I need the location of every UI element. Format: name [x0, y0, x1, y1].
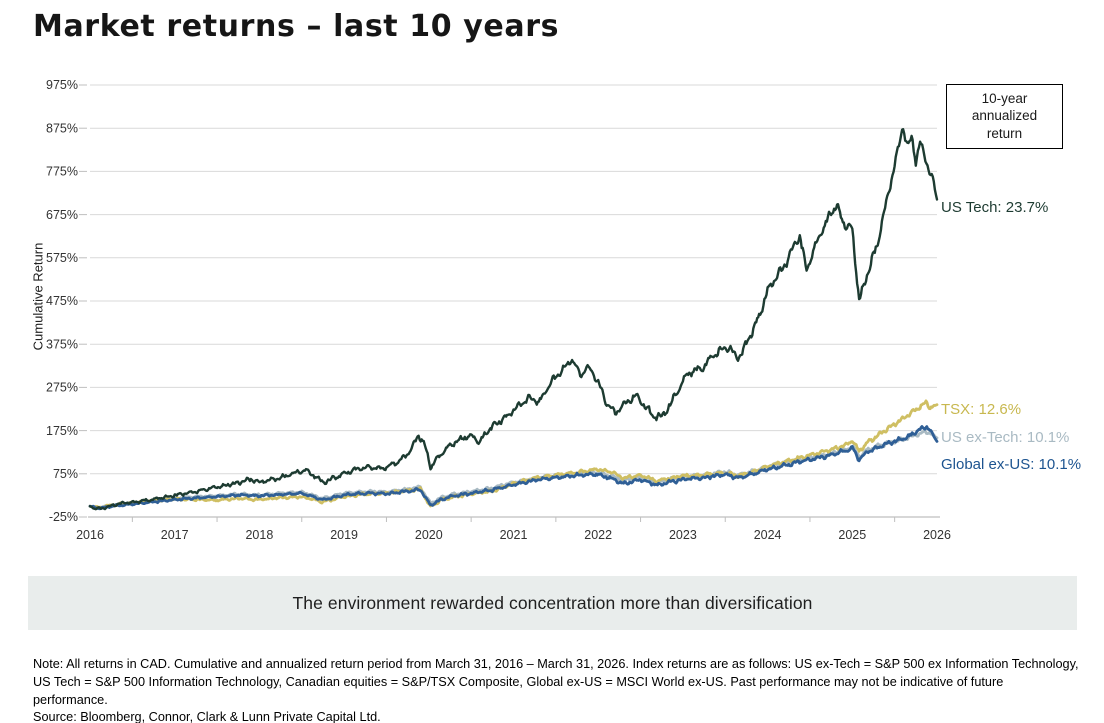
- annualized-return-legend-box: 10-year annualized return: [946, 84, 1063, 149]
- footnote-source: Source: Bloomberg, Connor, Clark & Lunn …: [33, 710, 381, 723]
- y-tick-label: 375%: [46, 337, 78, 351]
- y-tick-label: 675%: [46, 208, 78, 222]
- y-tick-label: 475%: [46, 294, 78, 308]
- cumulative-return-chart: 975% 875% 775% 675% 575% 475% 375% 275% 175% 75% -…: [46, 78, 951, 542]
- series-line-us-tech: [88, 127, 939, 511]
- x-tick-label: 2026: [923, 528, 951, 542]
- series-label-us-ex-tech: US ex-Tech: 10.1%: [941, 429, 1070, 446]
- x-tick-label: 2019: [330, 528, 358, 542]
- x-tick-label: 2021: [500, 528, 528, 542]
- legend-line-3: return: [986, 125, 1023, 141]
- x-tick-label: 2024: [754, 528, 782, 542]
- y-tick-label: 175%: [46, 424, 78, 438]
- y-tick-label: 575%: [46, 251, 78, 265]
- takeaway-banner-text: The environment rewarded concentration m…: [292, 592, 813, 613]
- x-tick-label: 2020: [415, 528, 443, 542]
- x-tick-label: 2017: [161, 528, 189, 542]
- y-tick-label: -25%: [49, 510, 78, 524]
- x-tick-label: 2023: [669, 528, 697, 542]
- footnote: Note: All returns in CAD. Cumulative and…: [33, 656, 1081, 723]
- y-tick-label: 875%: [46, 121, 78, 135]
- x-tick-label: 2022: [584, 528, 612, 542]
- footnote-note: Note: All returns in CAD. Cumulative and…: [33, 657, 1079, 707]
- y-tick-label: 975%: [46, 78, 78, 92]
- x-tick-label: 2018: [245, 528, 273, 542]
- series-line-global-ex-us: [88, 425, 939, 511]
- legend-line-1: 10-year: [981, 91, 1028, 106]
- y-axis-title: Cumulative Return: [30, 242, 46, 351]
- y-tick-label: 775%: [46, 165, 78, 179]
- y-tick-label: 75%: [53, 467, 78, 481]
- page-title: Market returns – last 10 years: [33, 9, 560, 44]
- series-line-tsx: [88, 399, 939, 509]
- x-tick-label: 2016: [76, 528, 104, 542]
- series-label-global-ex-us: Global ex-US: 10.1%: [941, 456, 1082, 473]
- y-tick-label: 275%: [46, 381, 78, 395]
- series-label-us-tech: US Tech: 23.7%: [941, 199, 1049, 216]
- legend-line-2: annualized: [971, 108, 1038, 124]
- x-tick-label: 2025: [838, 528, 866, 542]
- series-label-tsx: TSX: 12.6%: [941, 401, 1022, 418]
- takeaway-banner: The environment rewarded concentration m…: [28, 576, 1077, 630]
